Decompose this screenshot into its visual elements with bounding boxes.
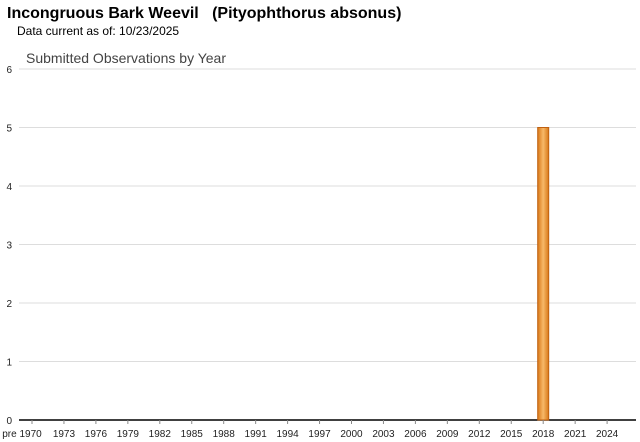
chart-title: Submitted Observations by Year bbox=[26, 50, 226, 66]
x-tick-label: 1982 bbox=[149, 429, 172, 440]
bar-2018 bbox=[537, 127, 550, 421]
y-tick-label: 1 bbox=[6, 358, 12, 369]
x-tick-label: 2000 bbox=[340, 429, 363, 440]
page-title: Incongruous Bark Weevil (Pityophthorus a… bbox=[7, 5, 402, 22]
x-tick-label: 2021 bbox=[564, 429, 587, 440]
x-tick-label: 1988 bbox=[213, 429, 236, 440]
x-tick-label: pre 1970 bbox=[2, 429, 42, 440]
x-tick-label: 2006 bbox=[404, 429, 427, 440]
x-tick-label: 2012 bbox=[468, 429, 491, 440]
x-tick-label: 2003 bbox=[372, 429, 395, 440]
x-tick-label: 1997 bbox=[308, 429, 331, 440]
x-tick-label: 1985 bbox=[181, 429, 204, 440]
y-tick-label: 3 bbox=[6, 241, 12, 252]
x-tick-label: 2015 bbox=[500, 429, 523, 440]
x-tick-label: 2009 bbox=[436, 429, 459, 440]
x-tick-label: 1973 bbox=[53, 429, 76, 440]
x-tick-label: 1976 bbox=[85, 429, 108, 440]
data-current-date: Data current as of: 10/23/2025 bbox=[17, 24, 180, 38]
y-tick-label: 0 bbox=[6, 416, 12, 427]
y-tick-label: 5 bbox=[6, 124, 12, 135]
x-tick-label: 2024 bbox=[596, 429, 619, 440]
y-tick-label: 2 bbox=[6, 299, 12, 310]
x-tick-label: 1979 bbox=[117, 429, 140, 440]
y-tick-label: 6 bbox=[6, 65, 12, 76]
x-tick-label: 1994 bbox=[276, 429, 299, 440]
x-tick-label: 1991 bbox=[245, 429, 268, 440]
y-tick-label: 4 bbox=[6, 182, 12, 193]
x-tick-label: 2018 bbox=[532, 429, 555, 440]
